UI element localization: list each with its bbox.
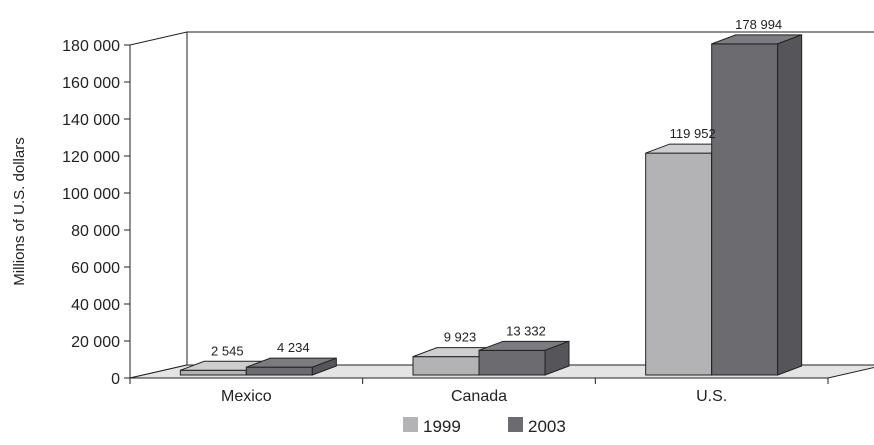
bar-front xyxy=(711,43,779,376)
bar-front xyxy=(179,369,247,376)
side-wall xyxy=(129,31,188,379)
bar-side xyxy=(544,340,570,376)
category-label: Mexico xyxy=(221,388,272,405)
legend-item-1999: 1999 xyxy=(403,417,461,436)
y-tick-label: 20 000 xyxy=(71,334,120,351)
bar-Mexico-2003 xyxy=(245,357,337,376)
y-tick-label: 0 xyxy=(111,371,120,388)
bar-front xyxy=(645,152,713,376)
data-label: 119 952 xyxy=(670,126,716,141)
data-label: 13 332 xyxy=(506,323,546,338)
data-label: 178 994 xyxy=(735,17,782,32)
data-label: 9 923 xyxy=(444,330,477,345)
legend: 1999 2003 xyxy=(403,417,566,436)
y-tick-label: 80 000 xyxy=(71,223,120,240)
legend-swatch xyxy=(403,417,418,432)
bar-front xyxy=(245,366,313,376)
y-tick-label: 100 000 xyxy=(62,186,120,203)
x-axis: Mexico Canada U.S. xyxy=(129,378,829,405)
data-label: 2 545 xyxy=(211,343,244,358)
y-tick-label: 60 000 xyxy=(71,260,120,277)
bar-U.S.-2003 xyxy=(711,34,803,376)
data-labels: 2 545 4 234 9 923 13 332 119 952 178 994 xyxy=(211,17,782,358)
y-axis-title: Millions of U.S. dollars xyxy=(11,137,28,285)
bar-side xyxy=(777,34,803,376)
category-label: U.S. xyxy=(696,388,727,405)
y-tick-label: 40 000 xyxy=(71,297,120,314)
bar-front xyxy=(478,349,546,376)
bars xyxy=(179,34,803,376)
legend-item-2003: 2003 xyxy=(508,417,566,436)
bar-front xyxy=(412,356,480,376)
y-tick-label: 140 000 xyxy=(62,112,120,129)
bar-Canada-2003 xyxy=(478,340,570,376)
category-label: Canada xyxy=(451,388,507,405)
legend-swatch xyxy=(508,417,523,432)
legend-label: 2003 xyxy=(528,417,566,436)
y-tick-label: 180 000 xyxy=(62,38,120,55)
bar-side xyxy=(311,357,337,376)
legend-label: 1999 xyxy=(423,417,461,436)
y-axis: 0 20 000 40 000 60 000 80 000 100 000 120 000 1… xyxy=(62,38,131,388)
y-tick-label: 160 000 xyxy=(62,75,120,92)
y-tick-label: 120 000 xyxy=(62,149,120,166)
data-label: 4 234 xyxy=(277,340,310,355)
